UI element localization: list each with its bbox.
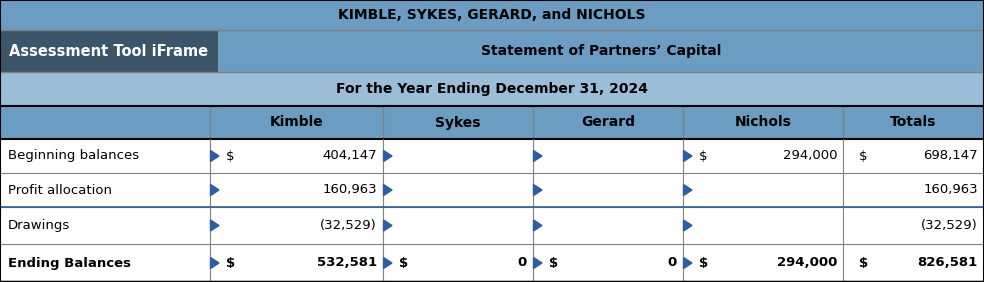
Bar — [0, 173, 984, 207]
Polygon shape — [684, 220, 692, 231]
Text: Sykes: Sykes — [435, 116, 481, 129]
Text: Kimble: Kimble — [270, 116, 324, 129]
Bar — [0, 106, 984, 139]
Polygon shape — [533, 184, 542, 195]
Text: (32,529): (32,529) — [320, 219, 377, 232]
Text: Nichols: Nichols — [735, 116, 791, 129]
Bar — [0, 72, 984, 106]
Text: 294,000: 294,000 — [776, 257, 837, 270]
Text: 532,581: 532,581 — [317, 257, 377, 270]
Bar — [0, 244, 984, 282]
Polygon shape — [211, 257, 219, 268]
Text: 404,147: 404,147 — [323, 149, 377, 162]
Text: 0: 0 — [668, 257, 677, 270]
Polygon shape — [384, 151, 392, 162]
Polygon shape — [211, 220, 219, 231]
Bar — [0, 30, 218, 72]
Text: $: $ — [859, 257, 868, 270]
Polygon shape — [384, 220, 392, 231]
Bar — [218, 30, 984, 72]
Polygon shape — [211, 151, 219, 162]
Text: $: $ — [399, 257, 408, 270]
Text: Totals: Totals — [891, 116, 937, 129]
Text: Assessment Tool iFrame: Assessment Tool iFrame — [10, 43, 209, 58]
Text: For the Year Ending December 31, 2024: For the Year Ending December 31, 2024 — [336, 82, 648, 96]
Text: KIMBLE, SYKES, GERARD, and NICHOLS: KIMBLE, SYKES, GERARD, and NICHOLS — [338, 8, 646, 22]
Text: $: $ — [226, 257, 235, 270]
Polygon shape — [684, 257, 692, 268]
Text: Drawings: Drawings — [8, 219, 70, 232]
Text: 160,963: 160,963 — [923, 184, 978, 197]
Text: 160,963: 160,963 — [323, 184, 377, 197]
Bar — [0, 0, 984, 30]
Text: $: $ — [226, 149, 234, 162]
Text: Statement of Partners’ Capital: Statement of Partners’ Capital — [481, 44, 721, 58]
Text: 0: 0 — [518, 257, 527, 270]
Polygon shape — [384, 257, 392, 268]
Text: $: $ — [699, 149, 707, 162]
Text: (32,529): (32,529) — [921, 219, 978, 232]
Text: $: $ — [699, 257, 708, 270]
Polygon shape — [384, 184, 392, 195]
Text: 826,581: 826,581 — [918, 257, 978, 270]
Text: 294,000: 294,000 — [782, 149, 837, 162]
Polygon shape — [533, 257, 542, 268]
Polygon shape — [211, 184, 219, 195]
Text: Gerard: Gerard — [581, 116, 635, 129]
Bar — [0, 207, 984, 244]
Text: Profit allocation: Profit allocation — [8, 184, 112, 197]
Text: $: $ — [549, 257, 558, 270]
Polygon shape — [533, 151, 542, 162]
Text: 698,147: 698,147 — [923, 149, 978, 162]
Text: $: $ — [859, 149, 868, 162]
Polygon shape — [533, 220, 542, 231]
Text: Ending Balances: Ending Balances — [8, 257, 131, 270]
Polygon shape — [684, 184, 692, 195]
Bar — [0, 139, 984, 173]
Polygon shape — [684, 151, 692, 162]
Text: Beginning balances: Beginning balances — [8, 149, 139, 162]
